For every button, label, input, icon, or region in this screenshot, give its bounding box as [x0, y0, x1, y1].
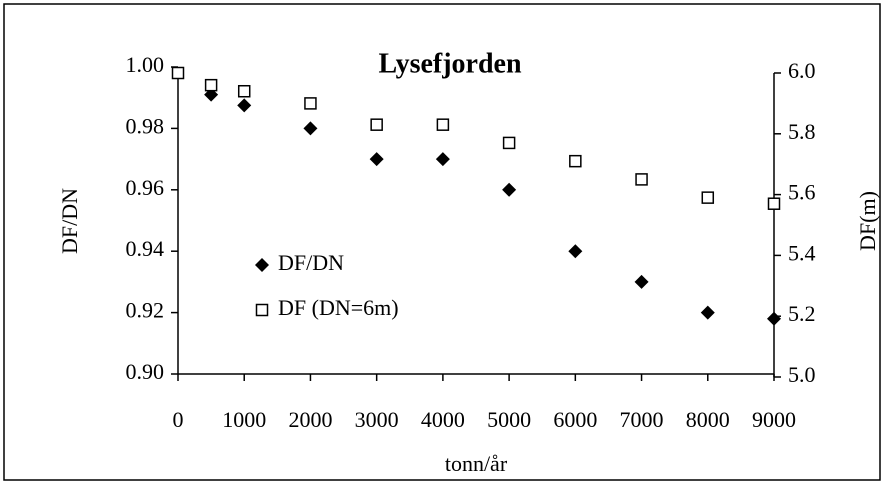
x-axis-label: tonn/år — [445, 451, 508, 476]
x-tick-label: 0 — [173, 407, 184, 432]
square-marker — [502, 136, 516, 150]
x-tick-label: 3000 — [355, 407, 399, 432]
square-marker — [171, 66, 185, 80]
square-marker — [635, 173, 648, 186]
square-marker — [569, 154, 582, 168]
y2-tick-label: 5.8 — [788, 119, 816, 144]
y2-tick-label: 6.0 — [788, 58, 816, 83]
frame — [3, 3, 881, 481]
x-tick-label: 6000 — [553, 407, 597, 432]
square-marker — [370, 118, 383, 131]
legend-label: DF (DN=6m) — [278, 295, 399, 320]
x-tick-label: 4000 — [421, 407, 465, 432]
diamond-marker — [700, 305, 715, 320]
square-marker — [204, 78, 218, 92]
x-tick-label: 5000 — [487, 407, 531, 432]
square-marker — [436, 118, 450, 131]
square-marker — [701, 191, 715, 204]
diamond-marker — [502, 182, 517, 197]
diamond-marker — [369, 152, 384, 167]
y-tick-label: 1.00 — [126, 52, 165, 77]
diamond-marker — [435, 152, 450, 167]
square-marker — [255, 303, 269, 317]
y2-tick-label: 5.0 — [788, 362, 816, 387]
x-tick-label: 1000 — [222, 407, 266, 432]
diamond-marker — [237, 98, 252, 113]
y-tick-label: 0.98 — [126, 113, 165, 138]
diamond-marker — [568, 244, 583, 259]
y-tick-label: 0.96 — [126, 175, 165, 200]
y2-axis-label: DF(m) — [855, 191, 880, 251]
y-tick-label: 0.90 — [126, 359, 165, 384]
x-tick-label: 2000 — [288, 407, 332, 432]
y-axis-label: DF/DN — [57, 188, 82, 254]
x-tick-label: 8000 — [686, 407, 730, 432]
diamond-marker — [634, 274, 649, 289]
y2-tick-label: 5.2 — [788, 301, 816, 326]
x-tick-label: 9000 — [752, 407, 796, 432]
diamond-marker — [255, 258, 269, 272]
y2-tick-label: 5.6 — [788, 180, 816, 205]
x-tick-label: 7000 — [620, 407, 664, 432]
y2-tick-label: 5.4 — [788, 240, 816, 265]
diamond-marker — [767, 311, 781, 326]
legend-label: DF/DN — [278, 250, 344, 275]
y-tick-label: 0.94 — [126, 236, 165, 261]
diamond-marker — [303, 121, 318, 136]
y-tick-label: 0.92 — [126, 298, 165, 323]
square-marker — [304, 97, 317, 110]
square-marker — [237, 84, 251, 98]
chart-title: Lysefjorden — [378, 48, 522, 79]
square-marker — [767, 197, 781, 210]
